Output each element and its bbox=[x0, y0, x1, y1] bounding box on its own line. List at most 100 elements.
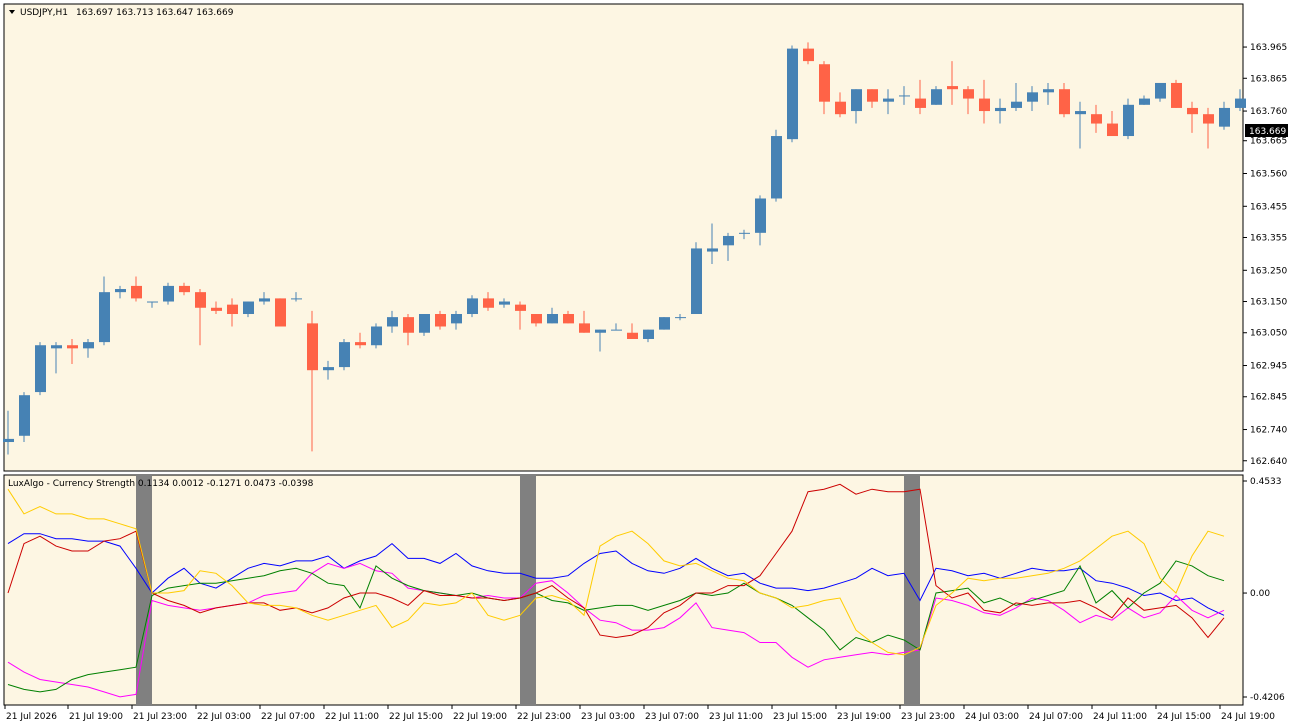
indicator-tick-label: 0.4533 bbox=[1250, 477, 1282, 487]
candle-body[interactable] bbox=[1043, 89, 1054, 93]
candle-body[interactable] bbox=[1027, 92, 1038, 102]
candle-body[interactable] bbox=[947, 86, 958, 90]
candle-body[interactable] bbox=[307, 323, 318, 371]
candle-body[interactable] bbox=[1059, 89, 1070, 115]
candle-body[interactable] bbox=[691, 248, 702, 315]
candle-body[interactable] bbox=[1139, 98, 1150, 105]
candle-body[interactable] bbox=[483, 298, 494, 308]
candle-body[interactable] bbox=[51, 345, 62, 349]
candle-body[interactable] bbox=[659, 317, 670, 330]
candle-body[interactable] bbox=[1123, 104, 1134, 137]
candle-body[interactable] bbox=[67, 345, 78, 349]
candle-body[interactable] bbox=[515, 304, 526, 311]
strength-line bbox=[7, 483, 1225, 639]
price-tick-label: 162.945 bbox=[1250, 362, 1287, 372]
candle-body[interactable] bbox=[355, 342, 366, 346]
candle-body[interactable] bbox=[1203, 114, 1214, 124]
candle-body[interactable] bbox=[851, 89, 862, 112]
price-tick-label: 163.355 bbox=[1250, 234, 1287, 244]
candle-body[interactable] bbox=[387, 317, 398, 327]
candle-body[interactable] bbox=[899, 95, 910, 97]
candle-body[interactable] bbox=[291, 298, 302, 300]
candle-body[interactable] bbox=[803, 48, 814, 62]
candle-body[interactable] bbox=[531, 314, 542, 324]
candle-body[interactable] bbox=[371, 326, 382, 346]
candle-body[interactable] bbox=[1075, 111, 1086, 115]
candle-body[interactable] bbox=[723, 235, 734, 246]
candle-body[interactable] bbox=[563, 314, 574, 324]
candle-body[interactable] bbox=[115, 289, 126, 293]
candle-body[interactable] bbox=[259, 298, 270, 302]
dropdown-arrow-icon[interactable] bbox=[9, 10, 15, 14]
time-tick-label: 23 Jul 15:00 bbox=[773, 712, 827, 722]
candle-body[interactable] bbox=[1171, 82, 1182, 108]
candle-body[interactable] bbox=[1155, 82, 1166, 99]
strength-line bbox=[7, 533, 1225, 616]
price-tick-label: 163.250 bbox=[1250, 266, 1287, 276]
candle-body[interactable] bbox=[19, 395, 30, 436]
candle-body[interactable] bbox=[3, 438, 14, 443]
candle-body[interactable] bbox=[755, 198, 766, 233]
candle-body[interactable] bbox=[339, 342, 350, 368]
ohlc-values: 163.697 163.713 163.647 163.669 bbox=[76, 8, 234, 18]
candle-body[interactable] bbox=[211, 307, 222, 311]
candle-body[interactable] bbox=[99, 292, 110, 343]
candle-body[interactable] bbox=[883, 98, 894, 102]
indicator-axis: 0.4533 0.00 -0.4206 bbox=[1243, 477, 1285, 703]
current-price-label: 163.669 bbox=[1249, 127, 1286, 137]
candle-body[interactable] bbox=[595, 329, 606, 333]
candle-body[interactable] bbox=[915, 98, 926, 108]
candle-body[interactable] bbox=[147, 301, 158, 303]
candle-body[interactable] bbox=[275, 298, 286, 327]
candle-body[interactable] bbox=[1187, 107, 1198, 115]
candle-body[interactable] bbox=[403, 317, 414, 333]
candle-body[interactable] bbox=[675, 317, 686, 319]
symbol-label: USDJPY,H1 bbox=[20, 8, 68, 18]
candle-body[interactable] bbox=[1235, 98, 1246, 108]
candle-body[interactable] bbox=[963, 89, 974, 99]
candle-body[interactable] bbox=[1219, 107, 1230, 127]
indicator-panel-bg[interactable] bbox=[3, 474, 1244, 706]
candle-body[interactable] bbox=[195, 292, 206, 308]
time-tick-label: 22 Jul 03:00 bbox=[197, 712, 251, 722]
candle-body[interactable] bbox=[163, 285, 174, 302]
candle-body[interactable] bbox=[739, 232, 750, 234]
candle-body[interactable] bbox=[419, 314, 430, 333]
candle-body[interactable] bbox=[611, 329, 622, 331]
candle-body[interactable] bbox=[467, 298, 478, 315]
candle-body[interactable] bbox=[995, 107, 1006, 112]
time-tick-label: 23 Jul 11:00 bbox=[709, 712, 763, 722]
price-panel-bg[interactable] bbox=[3, 3, 1244, 472]
candle-body[interactable] bbox=[243, 301, 254, 315]
candle-body[interactable] bbox=[931, 89, 942, 105]
candle-body[interactable] bbox=[323, 367, 334, 371]
candle-body[interactable] bbox=[1091, 114, 1102, 124]
candle-body[interactable] bbox=[451, 314, 462, 324]
time-tick-label: 23 Jul 23:00 bbox=[901, 712, 955, 722]
strength-line bbox=[7, 488, 1225, 656]
candle-body[interactable] bbox=[771, 136, 782, 199]
candle-body[interactable] bbox=[819, 64, 830, 102]
candle-body[interactable] bbox=[643, 329, 654, 339]
candle-body[interactable] bbox=[83, 342, 94, 349]
candle-body[interactable] bbox=[547, 314, 558, 324]
candle-body[interactable] bbox=[867, 89, 878, 102]
candle-body[interactable] bbox=[1107, 123, 1118, 137]
time-tick-label: 22 Jul 23:00 bbox=[517, 712, 571, 722]
candle-body[interactable] bbox=[35, 345, 46, 393]
candle-body[interactable] bbox=[835, 101, 846, 115]
candle-body[interactable] bbox=[179, 285, 190, 293]
candle-body[interactable] bbox=[227, 304, 238, 315]
candle-body[interactable] bbox=[1011, 101, 1022, 108]
candle-body[interactable] bbox=[707, 248, 718, 252]
candle-body[interactable] bbox=[435, 314, 446, 327]
candle-body[interactable] bbox=[627, 332, 638, 339]
price-tick-label: 163.560 bbox=[1250, 170, 1287, 180]
candle-body[interactable] bbox=[131, 285, 142, 299]
candle-body[interactable] bbox=[579, 323, 590, 333]
candle-body[interactable] bbox=[787, 48, 798, 140]
candle-body[interactable] bbox=[979, 98, 990, 112]
indicator-tick-label: -0.4206 bbox=[1250, 693, 1285, 703]
candle-body[interactable] bbox=[499, 301, 510, 305]
